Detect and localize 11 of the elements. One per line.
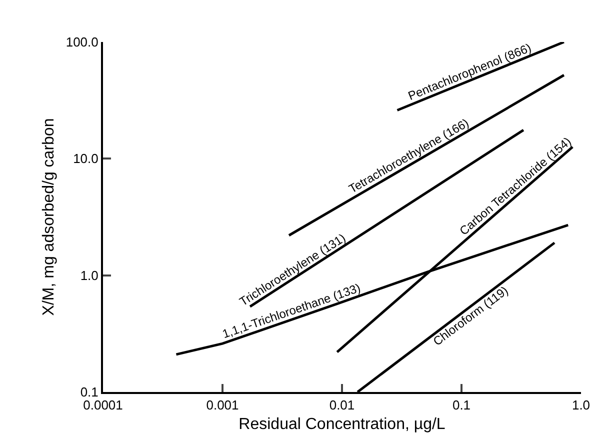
y-tick-label: 10.0	[73, 151, 98, 166]
x-tick-label: 1.0	[572, 398, 590, 413]
y-tick-label: 1.0	[80, 268, 98, 283]
x-tick-label: 0.0001	[83, 398, 123, 413]
x-tick-label: 0.1	[452, 398, 471, 413]
y-tick-label: 100.0	[66, 34, 98, 50]
x-tick-label: 0.001	[206, 398, 239, 413]
y-tick-label: 0.1	[80, 384, 98, 400]
x-axis-title: Residual Concentration, µg/L	[238, 416, 446, 433]
y-axis-title: X/M, mg adsorbed/g carbon	[40, 118, 58, 316]
x-tick-label: 0.01	[329, 398, 355, 413]
